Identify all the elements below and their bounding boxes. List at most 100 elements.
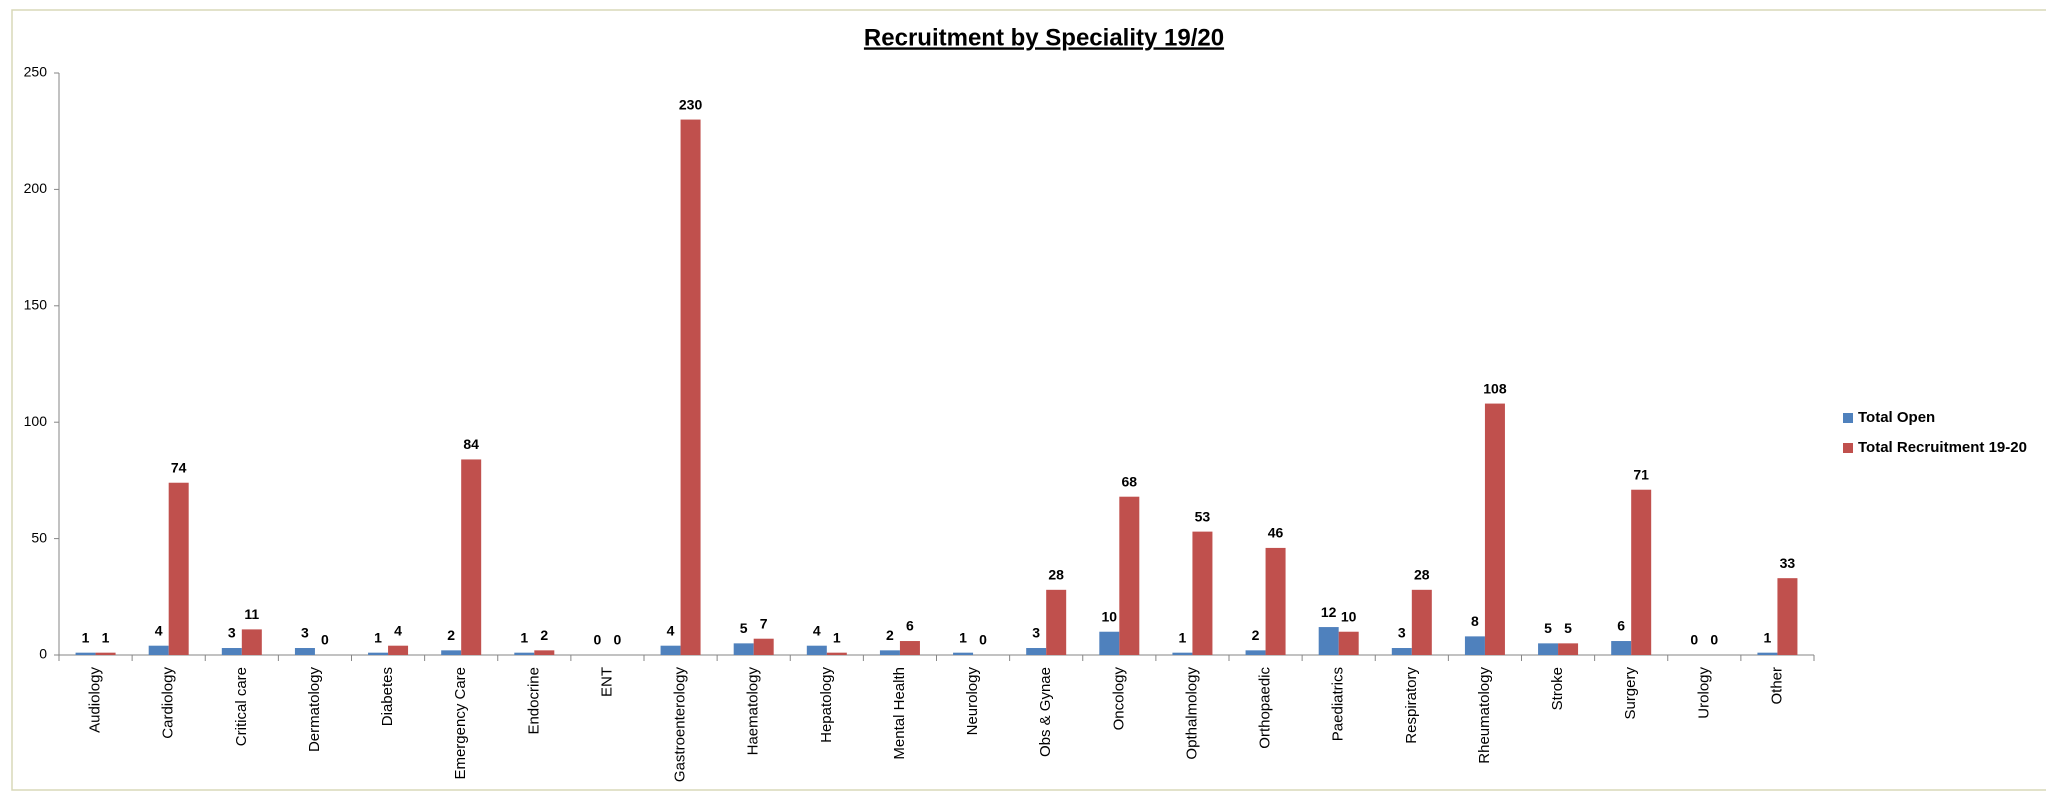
- data-label: 2: [447, 627, 455, 643]
- bar: [1538, 643, 1559, 655]
- data-label: 4: [155, 622, 163, 638]
- x-tick-label: Urology: [1695, 667, 1712, 719]
- x-tick-label: Rheumatology: [1476, 667, 1493, 764]
- legend-swatch: [1843, 443, 1853, 453]
- bar: [1484, 403, 1505, 655]
- y-tick-label: 250: [24, 64, 48, 80]
- data-label: 6: [906, 618, 914, 634]
- legend-label: Total Open: [1858, 409, 1935, 426]
- bar: [221, 648, 242, 655]
- bar: [1099, 631, 1120, 655]
- legend-swatch: [1843, 413, 1853, 423]
- y-tick-label: 200: [24, 180, 48, 196]
- x-tick-label: Obs & Gynae: [1037, 667, 1054, 757]
- x-tick-label: Diabetes: [379, 667, 396, 726]
- x-tick-label: Stroke: [1549, 667, 1566, 710]
- bar: [899, 641, 920, 655]
- data-label: 46: [1268, 525, 1284, 541]
- data-label: 28: [1414, 567, 1430, 583]
- data-label: 84: [463, 436, 479, 452]
- x-tick-label: Neurology: [964, 667, 981, 736]
- data-label: 33: [1780, 555, 1796, 571]
- data-label: 5: [1544, 620, 1552, 636]
- bar: [826, 652, 847, 655]
- data-label: 1: [102, 629, 110, 645]
- y-tick-label: 50: [31, 529, 47, 545]
- data-label: 108: [1483, 380, 1507, 396]
- x-tick-label: Audiology: [87, 667, 104, 733]
- bar: [1631, 489, 1652, 655]
- data-label: 8: [1471, 613, 1479, 629]
- bar: [388, 645, 409, 655]
- x-tick-label: Emergency Care: [452, 667, 469, 780]
- bar: [1119, 496, 1140, 655]
- bar: [1777, 578, 1798, 655]
- data-label: 4: [813, 622, 821, 638]
- x-tick-label: Cardiology: [160, 667, 177, 739]
- data-label: 0: [321, 632, 329, 648]
- data-label: 0: [594, 632, 602, 648]
- data-label: 5: [1564, 620, 1572, 636]
- data-label: 2: [886, 627, 894, 643]
- x-tick-label: Dermatology: [306, 667, 323, 753]
- bar: [1245, 650, 1266, 655]
- bar: [1757, 652, 1778, 655]
- bar: [441, 650, 462, 655]
- data-label: 3: [1032, 625, 1040, 641]
- data-label: 5: [740, 620, 748, 636]
- y-tick-label: 100: [24, 413, 48, 429]
- data-label: 4: [394, 622, 402, 638]
- data-label: 6: [1617, 618, 1625, 634]
- data-label: 4: [667, 622, 675, 638]
- bar: [953, 652, 974, 655]
- data-label: 0: [1710, 632, 1718, 648]
- data-label: 10: [1341, 608, 1357, 624]
- bar: [1192, 531, 1213, 655]
- bar: [1411, 589, 1432, 655]
- x-tick-label: Opthalmology: [1183, 667, 1200, 760]
- data-label: 1: [82, 629, 90, 645]
- x-tick-label: Hepatology: [818, 667, 835, 743]
- bar: [95, 652, 116, 655]
- data-label: 230: [679, 96, 703, 112]
- data-label: 10: [1102, 608, 1118, 624]
- bar: [1026, 648, 1047, 655]
- legend-label: Total Recruitment 19-20: [1858, 439, 2027, 456]
- bar: [514, 652, 535, 655]
- bar: [241, 629, 262, 655]
- data-label: 0: [614, 632, 622, 648]
- bar: [753, 638, 774, 655]
- bar: [1464, 636, 1485, 655]
- bar: [368, 652, 389, 655]
- y-tick-label: 0: [39, 646, 47, 662]
- data-label: 1: [1764, 629, 1772, 645]
- x-tick-label: Critical care: [233, 667, 250, 746]
- bar: [1611, 641, 1632, 655]
- bar: [680, 119, 701, 655]
- bar: [1318, 627, 1339, 655]
- bar: [1172, 652, 1193, 655]
- bar: [461, 459, 482, 655]
- x-tick-label: Mental Health: [891, 667, 908, 760]
- data-label: 0: [979, 632, 987, 648]
- bar: [168, 482, 189, 655]
- bar: [1391, 648, 1412, 655]
- bar: [1558, 643, 1579, 655]
- data-label: 3: [228, 625, 236, 641]
- x-tick-label: Other: [1768, 667, 1785, 705]
- x-tick-label: Gastroenterology: [672, 667, 689, 783]
- data-label: 71: [1633, 466, 1649, 482]
- bar: [1338, 631, 1359, 655]
- data-label: 12: [1321, 604, 1337, 620]
- data-label: 11: [244, 606, 259, 622]
- x-tick-label: Endocrine: [525, 667, 542, 735]
- bar: [534, 650, 555, 655]
- bar: [879, 650, 900, 655]
- chart-title: Recruitment by Speciality 19/20: [864, 24, 1224, 51]
- data-label: 1: [374, 629, 382, 645]
- y-tick-label: 150: [24, 297, 48, 313]
- data-label: 53: [1195, 508, 1211, 524]
- bar: [75, 652, 96, 655]
